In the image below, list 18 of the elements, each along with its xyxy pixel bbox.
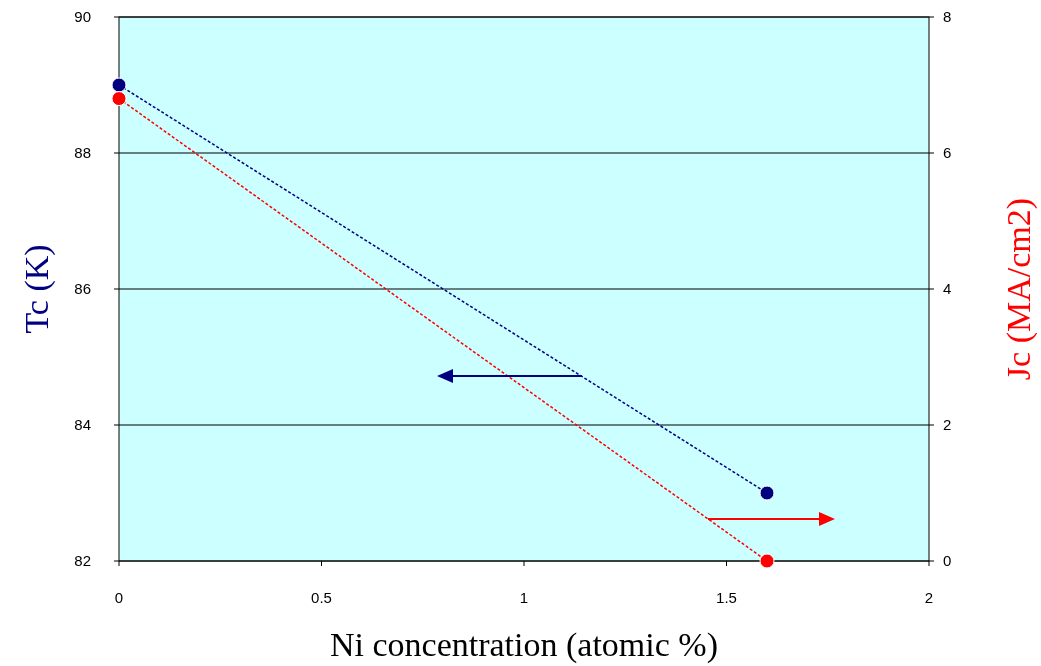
y-axis-title: Tc (K) [18,244,56,334]
x-tick-label: 0 [114,589,124,606]
x-axis-title: Ni concentration (atomic %) [329,626,719,664]
x-tick-label: 2 [924,589,934,606]
x-tick-label: 1 [519,589,529,606]
y2-tick-label: 8 [943,8,952,25]
y2-tick-label: 0 [943,552,952,569]
x-tick-label: 1.5 [716,589,737,606]
y-tick-label: 88 [74,144,91,161]
y2-tick-label: 4 [943,280,952,297]
x-tick-label: 0.5 [311,589,332,606]
y-tick-label: 90 [74,8,91,25]
y-tick-label: 86 [74,280,91,297]
y2-tick-label: 6 [943,144,952,161]
y-tick-label: 84 [74,416,91,433]
y2-axis-title: Jc (MA/cm2) [1000,197,1038,381]
y2-tick-label: 2 [943,416,952,433]
y-tick-label: 82 [74,552,91,569]
